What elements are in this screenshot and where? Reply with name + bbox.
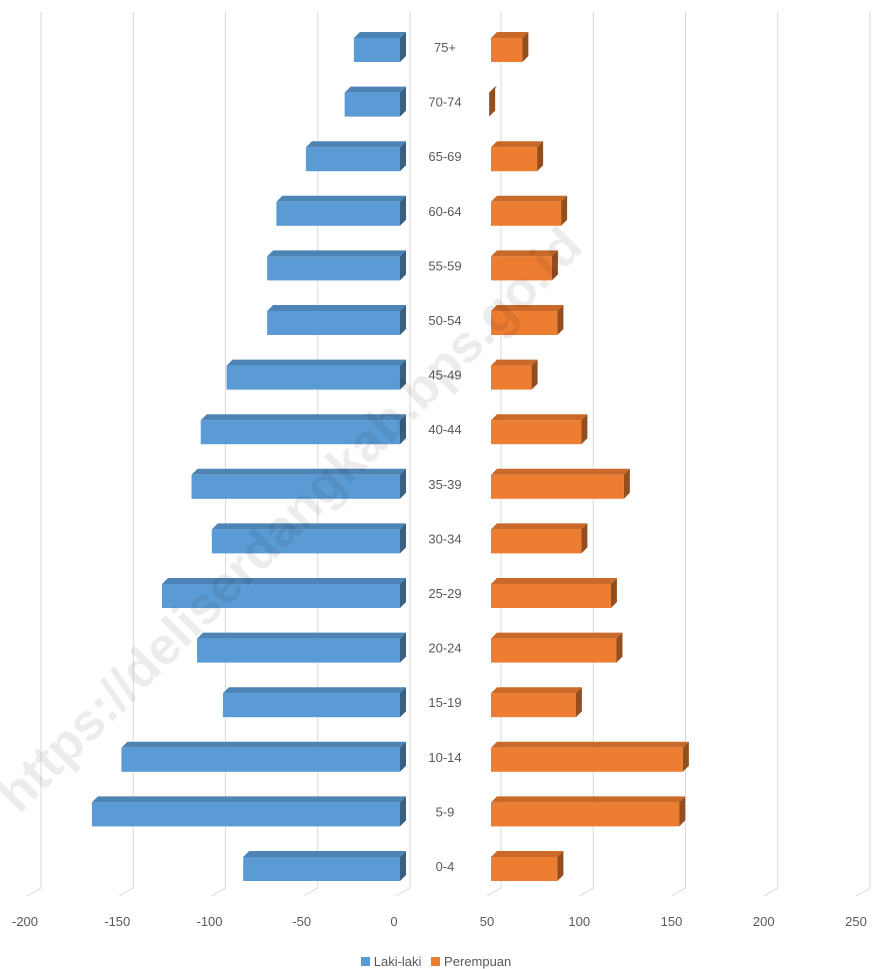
bar-perempuan-20-24: [491, 632, 623, 663]
legend-item-perempuan[interactable]: Perempuan: [431, 954, 511, 969]
bar-perempuan-5-9: [491, 796, 686, 827]
bar-laki-laki-35-39: [191, 468, 406, 499]
legend-label-laki-laki: Laki-laki: [373, 954, 422, 969]
gridlines: [26, 12, 871, 897]
tick-label-left: -150: [104, 914, 130, 929]
tick-label-left: -200: [12, 914, 38, 929]
category-label-65-69: 65-69: [428, 149, 461, 164]
category-label-20-24: 20-24: [428, 641, 461, 656]
category-label-15-19: 15-19: [428, 695, 461, 710]
legend-swatch-perempuan: [431, 957, 441, 966]
tick-label-right: 50: [480, 914, 494, 929]
category-label-50-54: 50-54: [428, 313, 461, 328]
bar-laki-laki-55-59: [267, 250, 406, 281]
bars: [91, 32, 689, 881]
tick-label-right: 100: [568, 914, 590, 929]
gridline-left: [26, 12, 42, 897]
bar-laki-laki-70-74: [344, 86, 406, 117]
bar-perempuan-35-39: [491, 468, 630, 499]
bar-laki-laki-65-69: [305, 141, 406, 172]
category-label-75plus: 75+: [434, 40, 456, 55]
category-labels: 75+ 70-74 65-69 60-64 55-59 50-54 45-49 40-44 35…: [428, 40, 461, 874]
gridline-right: [579, 12, 594, 897]
gridline-right: [486, 12, 502, 897]
category-label-35-39: 35-39: [428, 477, 461, 492]
bar-perempuan-15-19: [491, 687, 582, 718]
gridline-left: [303, 12, 319, 897]
category-label-5-9: 5-9: [436, 804, 455, 819]
gridline-left: [211, 12, 226, 897]
category-label-0-4: 0-4: [436, 859, 455, 874]
bar-laki-laki-25-29: [161, 578, 406, 608]
category-label-25-29: 25-29: [428, 586, 461, 601]
bar-perempuan-45-49: [491, 359, 538, 390]
bar-laki-laki-5-9: [91, 796, 406, 827]
category-label-10-14: 10-14: [428, 750, 461, 765]
category-label-55-59: 55-59: [428, 258, 461, 273]
category-label-60-64: 60-64: [428, 204, 461, 219]
gridline-left: [395, 12, 411, 897]
axis-ticks: -200 -150 -100 -50 0 50 100 150 200 250: [12, 914, 867, 929]
tick-label-left: 0: [390, 914, 397, 929]
bar-perempuan-55-59: [491, 250, 558, 281]
bar-laki-laki-20-24: [197, 632, 406, 663]
legend-label-perempuan: Perempuan: [444, 954, 512, 969]
tick-label-left: -50: [292, 914, 311, 929]
bar-perempuan-25-29: [491, 578, 617, 608]
bar-laki-laki-60-64: [276, 195, 406, 226]
category-label-70-74: 70-74: [428, 95, 461, 110]
bar-perempuan-30-34: [491, 523, 588, 554]
tick-label-right: 250: [845, 914, 867, 929]
bar-perempuan-75plus: [491, 32, 529, 62]
category-label-45-49: 45-49: [428, 368, 461, 383]
bar-laki-laki-75plus: [353, 32, 406, 62]
bar-laki-laki-45-49: [226, 359, 406, 390]
legend-swatch-laki-laki: [360, 957, 370, 966]
gridline-right: [671, 12, 686, 897]
bar-perempuan-0-4: [491, 851, 564, 881]
bar-laki-laki-50-54: [267, 305, 406, 335]
category-label-40-44: 40-44: [428, 422, 461, 437]
bar-laki-laki-15-19: [222, 687, 406, 718]
bar-perempuan-40-44: [491, 414, 588, 445]
bar-perempuan-60-64: [491, 195, 568, 226]
bar-laki-laki-40-44: [200, 414, 406, 445]
gridline-right: [855, 12, 871, 897]
bar-laki-laki-30-34: [211, 523, 406, 554]
legend-item-laki-laki[interactable]: Laki-laki: [360, 954, 422, 969]
legend: Laki-laki Perempuan: [0, 954, 872, 969]
bar-perempuan-65-69: [491, 141, 544, 172]
gridline-right: [763, 12, 779, 897]
tick-label-left: -100: [196, 914, 222, 929]
bar-perempuan-70-74: [489, 86, 497, 117]
bar-perempuan-50-54: [491, 305, 564, 335]
bar-perempuan-10-14: [491, 741, 689, 772]
gridline-left: [119, 12, 134, 897]
bar-laki-laki-0-4: [243, 851, 406, 881]
bar-laki-laki-10-14: [121, 741, 406, 772]
tick-label-right: 200: [753, 914, 775, 929]
tick-label-right: 150: [661, 914, 683, 929]
category-label-30-34: 30-34: [428, 531, 461, 546]
